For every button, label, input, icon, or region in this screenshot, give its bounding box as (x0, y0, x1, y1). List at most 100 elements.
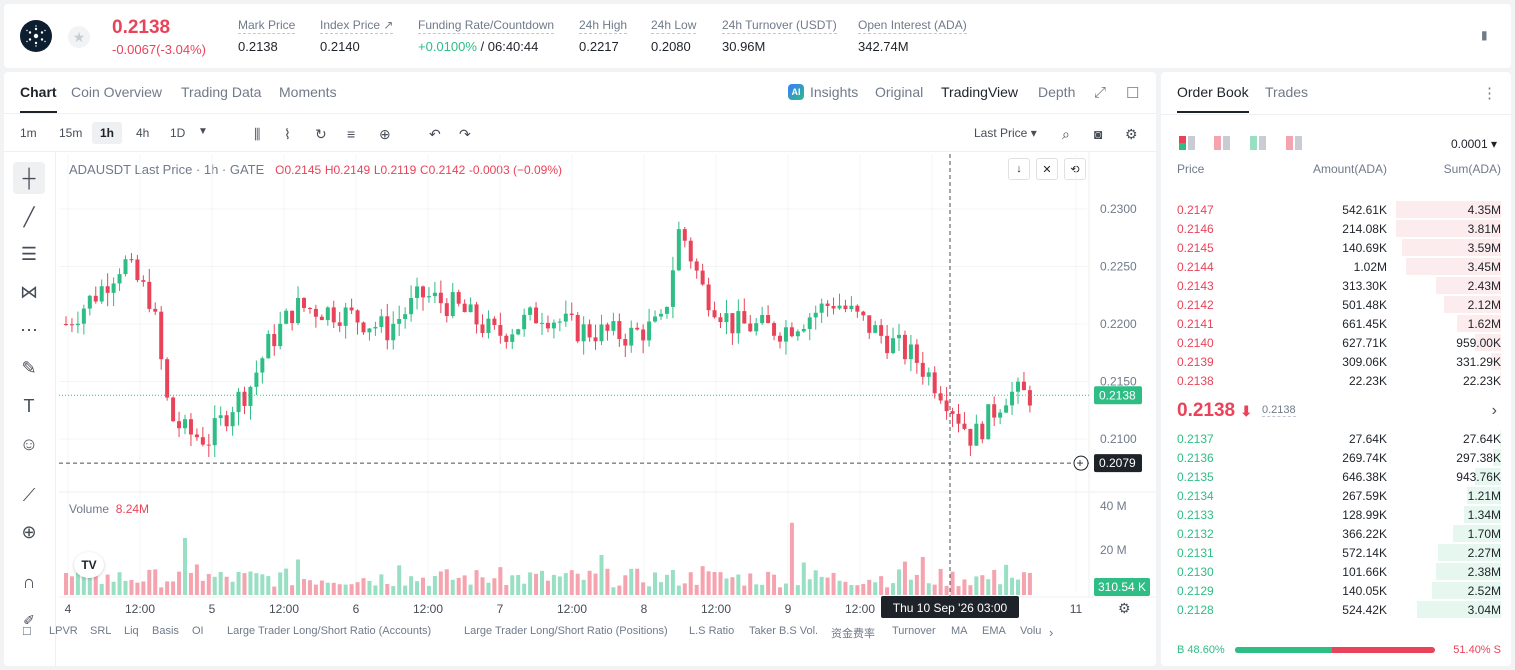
brush-tool-icon[interactable]: ✎ (21, 357, 37, 378)
view-original[interactable]: Original (875, 84, 924, 100)
view-bids-icon[interactable] (1250, 136, 1266, 150)
pattern-tool-icon[interactable]: ⋈ (20, 281, 38, 302)
timeframe-4h[interactable]: 4h (136, 126, 150, 140)
timeframe-dropdown-icon[interactable]: ▼ (198, 126, 208, 137)
timeframe-1m[interactable]: 1m (20, 126, 37, 140)
settings-gear-icon[interactable]: ⚙ (1125, 126, 1138, 142)
candle-type-icon[interactable]: ⫼ (254, 126, 261, 142)
bid-row[interactable]: 0.2137 27.64K 27.64K (1161, 429, 1511, 448)
ask-row[interactable]: 0.2141 661.45K 1.62M (1161, 314, 1511, 333)
book-icon[interactable]: ▮ (1481, 28, 1488, 42)
ask-row[interactable]: 0.2143 313.30K 2.43M (1161, 276, 1511, 295)
candle-body (641, 329, 646, 341)
tab-order-book[interactable]: Order Book (1177, 84, 1249, 113)
view-asks-icon[interactable] (1214, 136, 1230, 150)
footer-collapse-icon[interactable]: ☐ (22, 626, 32, 638)
bid-row[interactable]: 0.2134 267.59K 1.21M (1161, 486, 1511, 505)
precision-select[interactable]: 0.0001 ▾ (1450, 137, 1497, 151)
expand-icon[interactable]: ⤢ (1094, 84, 1107, 101)
price-type-select[interactable]: Last Price ▾ (974, 126, 1037, 140)
ask-row[interactable]: 0.2144 1.02M 3.45M (1161, 257, 1511, 276)
footer-large-trader-accounts[interactable]: Large Trader Long/Short Ratio (Accounts) (227, 625, 432, 637)
timeframe-1d[interactable]: 1D (170, 126, 186, 140)
undo-icon[interactable]: ↶ (429, 126, 441, 142)
footer-ema[interactable]: EMA (982, 625, 1006, 637)
view-tradingview[interactable]: TradingView (941, 84, 1019, 100)
ask-row[interactable]: 0.2146 214.08K 3.81M (1161, 219, 1511, 238)
footer-srl[interactable]: SRL (90, 625, 112, 637)
footer-turnover[interactable]: Turnover (892, 625, 936, 637)
stat-index-price[interactable]: Index Price ↗ 0.2140 (320, 18, 394, 54)
ruler-tool-icon[interactable]: ⟋ (22, 484, 36, 505)
bid-row[interactable]: 0.2135 646.38K 943.76K (1161, 467, 1511, 486)
replay-icon[interactable]: ↻ (315, 126, 327, 142)
footer-next-icon[interactable]: › (1049, 625, 1054, 640)
magnet-tool-icon[interactable]: ∩ (22, 571, 36, 592)
crosshair-tool-icon[interactable]: ┼ (13, 162, 45, 194)
view-depth[interactable]: Depth (1038, 84, 1076, 100)
bid-row[interactable]: 0.2132 366.22K 1.70M (1161, 524, 1511, 543)
footer-ma[interactable]: MA (951, 625, 968, 637)
depth-bar (1453, 525, 1501, 542)
tab-trades[interactable]: Trades (1265, 84, 1309, 100)
refresh-icon[interactable]: ⟲ (1064, 158, 1086, 180)
emoji-tool-icon[interactable]: ☺ (19, 433, 39, 454)
candle-body (647, 321, 652, 341)
add-indicator-icon[interactable]: ⊕ (379, 126, 391, 142)
footer-liq[interactable]: Liq (124, 625, 139, 637)
tab-moments[interactable]: Moments (279, 84, 337, 100)
bid-row[interactable]: 0.2128 524.42K 3.04M (1161, 600, 1511, 619)
volume-bar (551, 574, 556, 595)
view-both-icon[interactable] (1179, 136, 1195, 150)
chart-settings-icon[interactable]: ⚙ (1118, 600, 1131, 616)
tab-trading-data[interactable]: Trading Data (181, 84, 262, 100)
ask-row[interactable]: 0.2142 501.48K 2.12M (1161, 295, 1511, 314)
window-icon[interactable]: ☐ (1126, 85, 1140, 102)
footer-basis[interactable]: Basis (152, 625, 179, 637)
footer-ls-ratio[interactable]: L.S Ratio (689, 625, 735, 637)
bid-row[interactable]: 0.2129 140.05K 2.52M (1161, 581, 1511, 600)
download-icon[interactable]: ↓ (1008, 158, 1030, 180)
tab-chart[interactable]: Chart (20, 84, 57, 113)
indicator-icon[interactable]: ⌇ (284, 126, 291, 142)
camera-icon[interactable]: ◙ (1094, 126, 1103, 142)
ask-row[interactable]: 0.2139 309.06K 331.29K (1161, 352, 1511, 371)
projection-tool-icon[interactable]: ⋯ (20, 319, 38, 340)
footer-taker-bs-vol[interactable]: Taker B.S Vol. (749, 625, 819, 637)
bid-sum: 1.21M (1467, 489, 1501, 503)
timeframe-15m[interactable]: 15m (59, 126, 83, 140)
ask-row[interactable]: 0.2147 542.61K 4.35M (1161, 200, 1511, 219)
bid-row[interactable]: 0.2130 101.66K 2.38M (1161, 562, 1511, 581)
footer-oi[interactable]: OI (192, 625, 204, 637)
redo-icon[interactable]: ↷ (459, 126, 471, 142)
ask-amount: 661.45K (1342, 317, 1387, 331)
chevron-right-icon[interactable]: › (1491, 402, 1497, 419)
tab-coin-overview[interactable]: Coin Overview (71, 84, 163, 100)
footer-lpvr[interactable]: LPVR (49, 625, 78, 637)
ask-row[interactable]: 0.2138 22.23K 22.23K (1161, 371, 1511, 390)
timeframe-1h[interactable]: 1h (92, 122, 123, 144)
view-insights[interactable]: Insights (810, 84, 859, 100)
volume-bar (914, 574, 919, 595)
fib-tool-icon[interactable]: ☰ (20, 243, 38, 264)
template-icon[interactable]: ≡ (347, 126, 356, 142)
ask-row[interactable]: 0.2140 627.71K 959.00K (1161, 333, 1511, 352)
pencil-lock-icon[interactable]: ✐ (23, 611, 35, 628)
footer-funding-rate[interactable]: 资金费率 (831, 628, 875, 640)
more-options-icon[interactable]: ⋮ (1482, 85, 1497, 102)
bid-row[interactable]: 0.2133 128.99K 1.34M (1161, 505, 1511, 524)
bid-row[interactable]: 0.2131 572.14K 2.27M (1161, 543, 1511, 562)
footer-large-trader-positions[interactable]: Large Trader Long/Short Ratio (Positions… (464, 625, 668, 637)
trend-line-tool-icon[interactable]: ╱ (23, 206, 35, 227)
bid-row[interactable]: 0.2136 269.74K 297.38K (1161, 448, 1511, 467)
collapse-icon[interactable]: ✕ (1036, 158, 1058, 180)
footer-volume[interactable]: Volu (1020, 625, 1042, 637)
text-tool-icon[interactable]: T (23, 395, 35, 416)
zoom-tool-icon[interactable]: ⊕ (21, 521, 37, 542)
search-icon[interactable]: ⌕ (1062, 126, 1070, 142)
ask-row[interactable]: 0.2145 140.69K 3.59M (1161, 238, 1511, 257)
favorite-star-icon[interactable]: ★ (68, 26, 90, 48)
volume-bar (224, 576, 229, 595)
volume-bar (486, 582, 491, 595)
view-mixed-icon[interactable] (1286, 136, 1302, 150)
